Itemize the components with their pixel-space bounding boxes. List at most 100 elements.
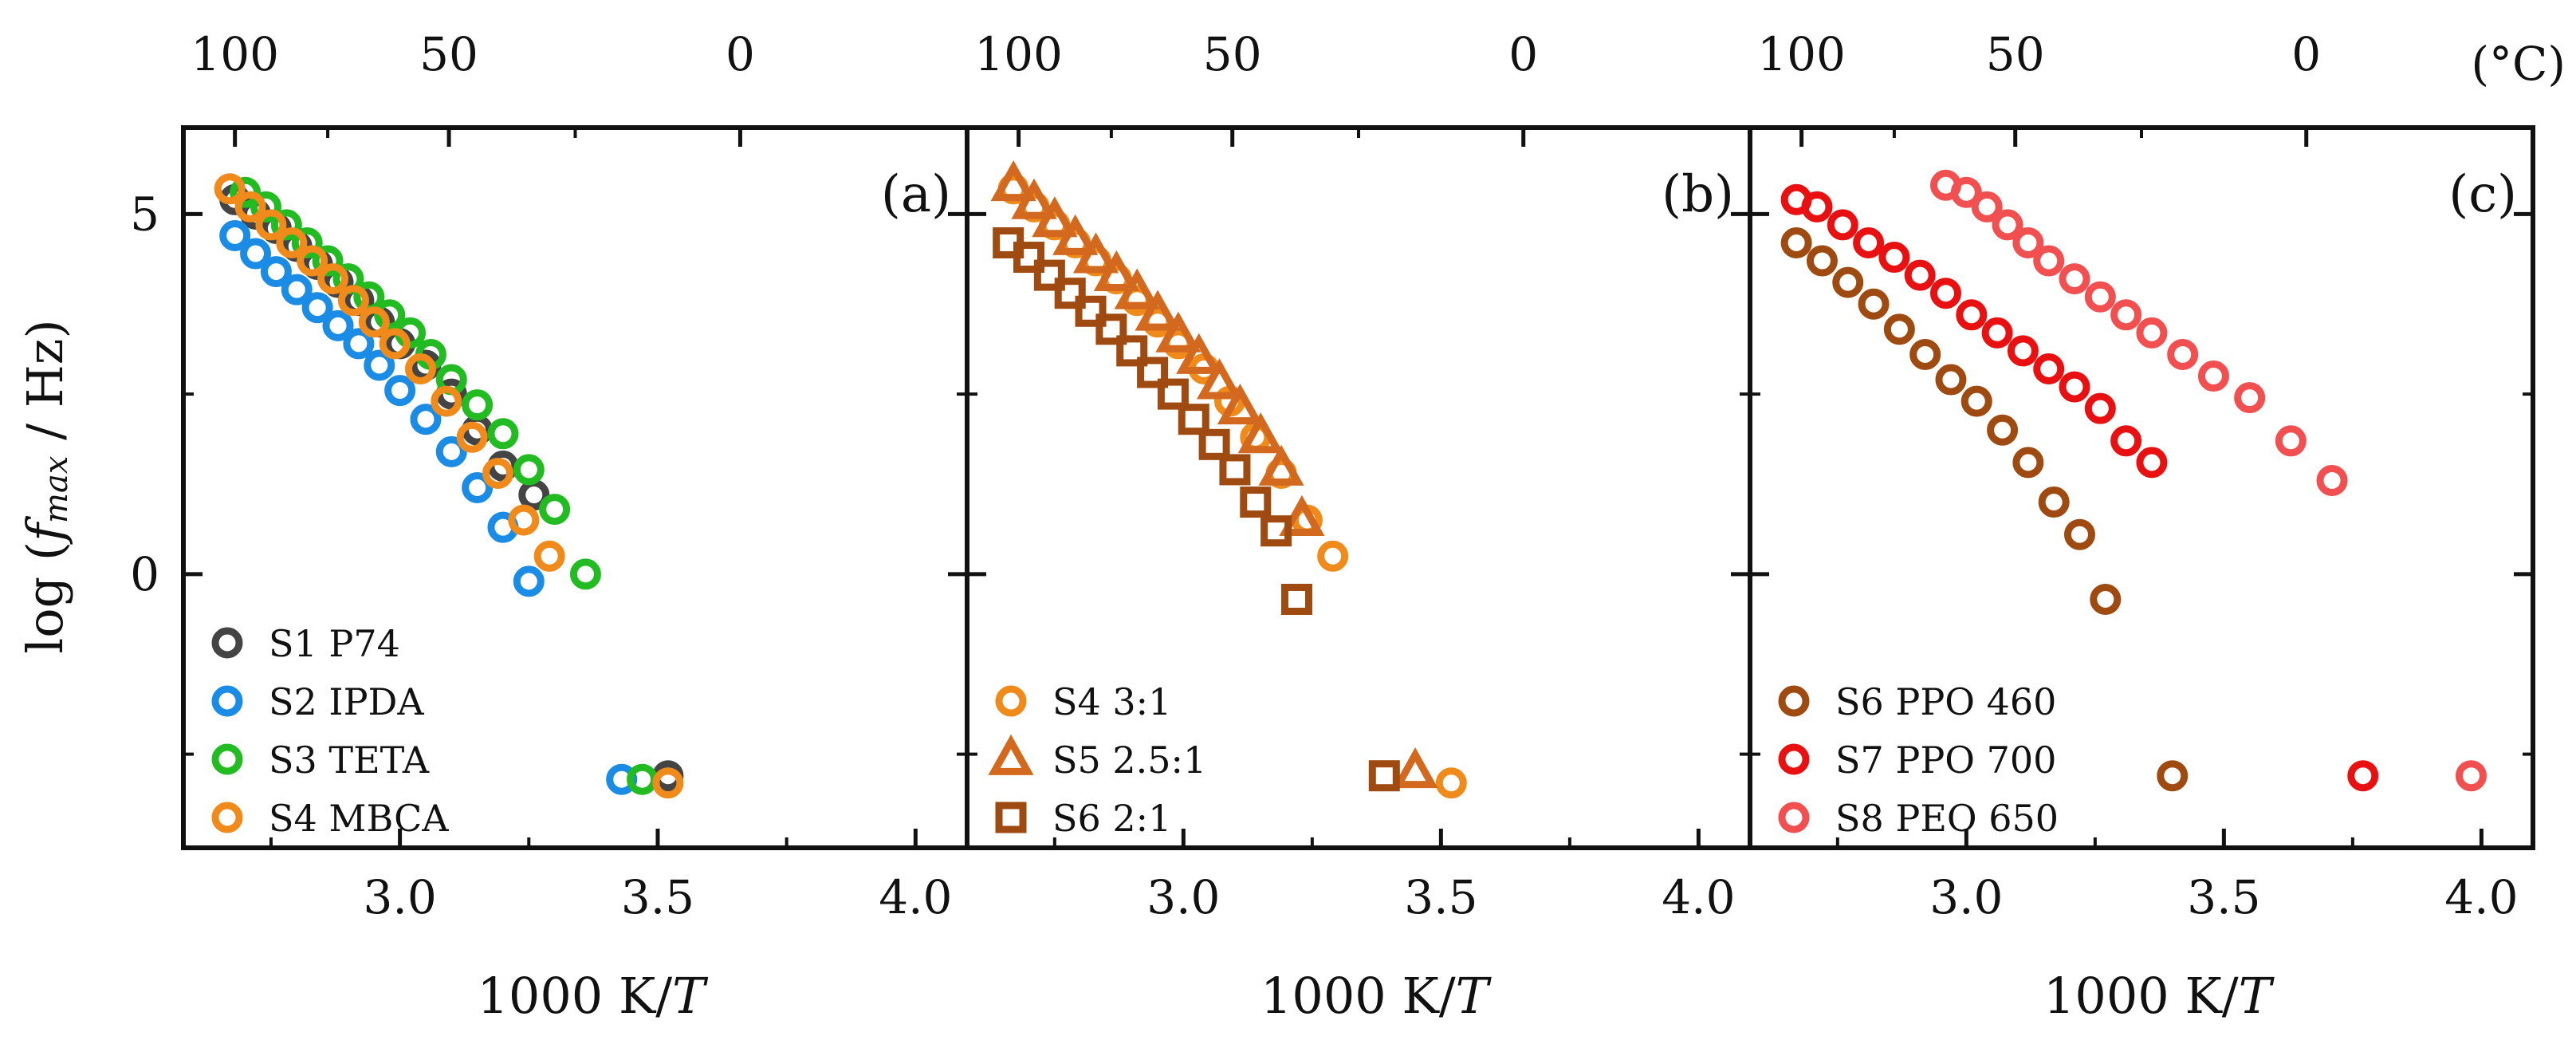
y-tick-label: 5 xyxy=(130,187,159,241)
top-tick-label: 0 xyxy=(726,27,755,81)
data-point xyxy=(1853,227,1885,258)
top-tick-label: 0 xyxy=(2291,27,2321,81)
x-tick-label: 3.0 xyxy=(1146,870,1220,924)
series-1 xyxy=(1780,227,2189,792)
x-tick-label: 3.5 xyxy=(621,870,694,924)
data-point xyxy=(1237,412,1284,454)
legend-label: S4 3:1 xyxy=(1052,680,1171,723)
top-tick-label: 50 xyxy=(1203,27,1262,81)
data-point xyxy=(1930,278,1961,309)
data-point xyxy=(379,328,411,360)
x-axis-title: 1000 K/T xyxy=(477,967,709,1025)
top-tick-label: 100 xyxy=(1757,27,1846,81)
top-tick-label: 50 xyxy=(1986,27,2045,81)
data-point xyxy=(1858,288,1890,320)
x-axis-title: 1000 K/T xyxy=(2043,967,2275,1025)
data-point xyxy=(2007,335,2039,367)
x-tick-label: 3.0 xyxy=(1929,870,2003,924)
data-point xyxy=(1317,540,1349,572)
data-point xyxy=(1052,214,1099,255)
data-point xyxy=(255,209,287,241)
legend-marker xyxy=(988,734,1034,775)
data-point xyxy=(343,328,375,360)
legend-label: S6 2:1 xyxy=(1052,797,1171,840)
data-point xyxy=(1260,515,1292,547)
data-point xyxy=(1280,583,1312,615)
data-point xyxy=(1258,444,1304,486)
y-axis-title: log (fmax / Hz) xyxy=(16,319,75,653)
panel-3: 3.0 3.5 4.0 1000 K/T 100 50 0 (c) S6 PPO 460 S7 P… xyxy=(1748,27,2535,1025)
data-point xyxy=(1075,295,1107,327)
data-point xyxy=(431,385,462,417)
top-tick-label: 0 xyxy=(1508,27,1538,81)
data-point xyxy=(1435,767,1467,799)
data-point xyxy=(1935,364,1967,396)
data-point xyxy=(2033,245,2065,277)
series-4 xyxy=(214,173,684,799)
data-point xyxy=(2063,518,2095,550)
data-point xyxy=(2167,338,2199,370)
data-point xyxy=(1178,404,1209,435)
data-point xyxy=(219,219,251,251)
x-tick-label: 3.5 xyxy=(1404,870,1477,924)
data-point xyxy=(1392,747,1438,789)
data-point xyxy=(2157,760,2189,792)
data-point xyxy=(1054,278,1086,309)
data-point xyxy=(214,173,246,205)
data-point xyxy=(1961,385,1992,417)
legend-marker xyxy=(211,685,243,717)
data-point xyxy=(533,540,565,572)
data-point xyxy=(276,227,308,258)
data-point xyxy=(1217,383,1263,425)
panel-2: 3.0 3.5 4.0 1000 K/T 100 50 0 (b) S4 3:1 S5 2.5:1… xyxy=(965,27,1752,1025)
data-point xyxy=(2197,360,2229,392)
data-point xyxy=(1987,414,2019,446)
y-tick-label: 0 xyxy=(130,547,159,601)
data-point xyxy=(1155,311,1201,353)
legend: S6 PPO 460 S7 PPO 700 S8 PEO 650 xyxy=(1778,680,2059,840)
data-point xyxy=(1093,250,1139,292)
data-point xyxy=(337,285,369,317)
data-point xyxy=(487,418,519,450)
x-axis-title-var: T xyxy=(2239,967,2275,1025)
data-point xyxy=(2059,263,2090,295)
data-point xyxy=(1368,760,1400,792)
data-point xyxy=(281,274,313,305)
data-point xyxy=(2316,464,2348,496)
data-point xyxy=(1072,232,1119,274)
data-point xyxy=(513,454,545,486)
x-axis-title-var: T xyxy=(672,967,709,1025)
data-point xyxy=(250,191,281,223)
x-axis-title-var: T xyxy=(1456,967,1493,1025)
data-point xyxy=(1832,266,1864,298)
data-point xyxy=(1032,196,1078,238)
data-point xyxy=(297,245,328,277)
data-point xyxy=(1116,335,1148,367)
series-2 xyxy=(1780,183,2379,792)
data-point xyxy=(301,292,333,324)
legend-label: S1 P74 xyxy=(269,622,400,665)
data-point xyxy=(312,245,344,277)
data-point xyxy=(1135,290,1181,331)
legend-marker xyxy=(211,627,243,659)
data-point xyxy=(2110,299,2142,331)
data-point xyxy=(2275,425,2307,457)
data-point xyxy=(2012,447,2044,479)
data-point xyxy=(2084,281,2116,313)
legend-marker xyxy=(1778,802,1810,833)
series-2 xyxy=(219,219,638,795)
top-tick-label: 100 xyxy=(191,27,279,81)
x-axis-title-prefix: 1000 K/ xyxy=(477,967,672,1025)
data-point xyxy=(1956,299,1988,331)
data-point xyxy=(230,176,262,208)
legend-marker xyxy=(1778,743,1810,775)
data-point xyxy=(322,309,354,341)
data-point xyxy=(456,421,488,453)
data-point xyxy=(1780,227,1812,258)
panel-1: 3.0 3.5 4.0 1000 K/T 100 50 0 0 5 (a) S1 P74 S2 IPD… xyxy=(130,27,969,1025)
data-point xyxy=(1198,428,1230,460)
panel-label: (c) xyxy=(2448,165,2517,224)
data-point xyxy=(270,209,302,241)
top-tick-label: 50 xyxy=(419,27,478,81)
